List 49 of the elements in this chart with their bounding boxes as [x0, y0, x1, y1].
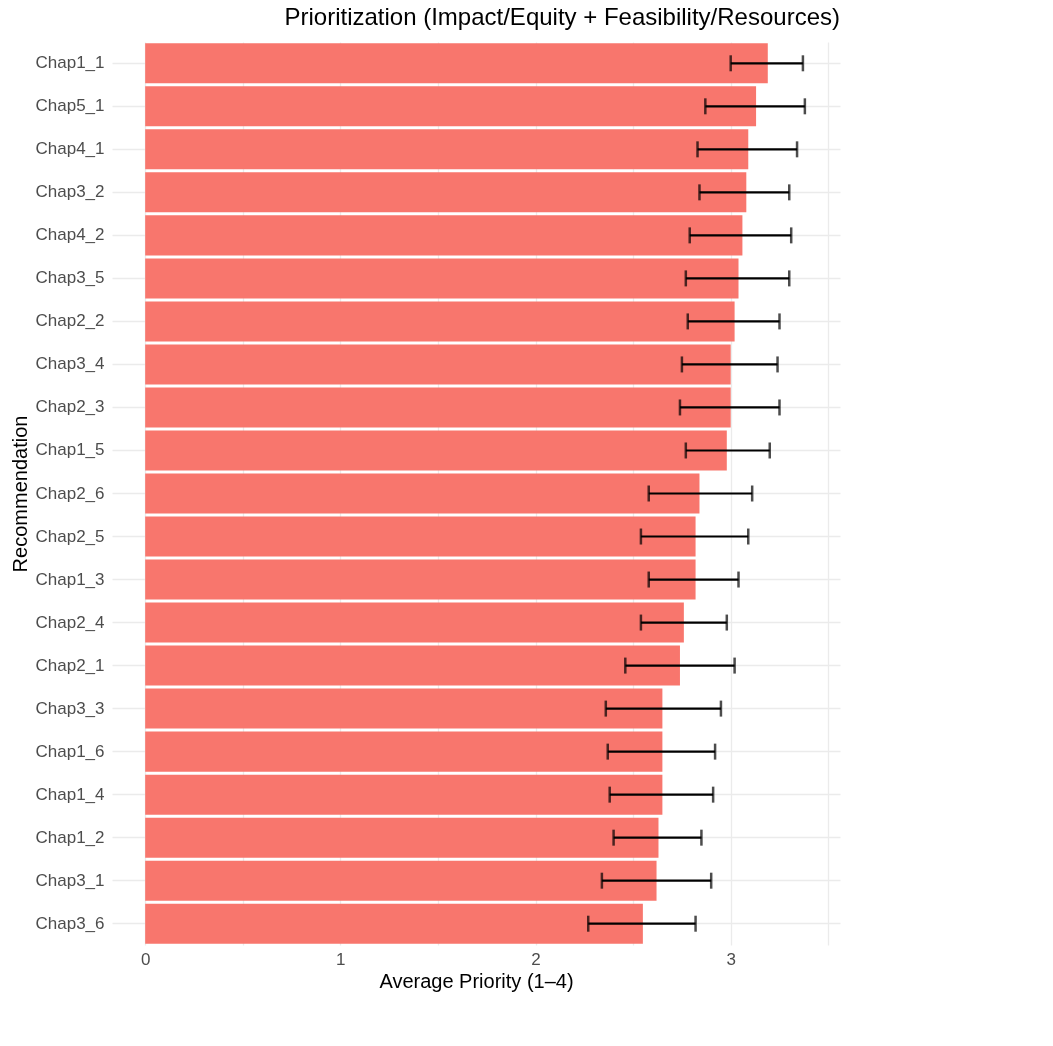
bar	[145, 688, 663, 729]
bar	[145, 301, 735, 342]
bar	[145, 559, 696, 600]
y-tick-label: Chap1_5	[35, 440, 105, 460]
bar	[145, 860, 657, 901]
y-tick-label: Chap1_6	[35, 741, 105, 761]
y-tick-label: Chap3_3	[35, 698, 105, 718]
x-tick-label: 3	[726, 949, 736, 969]
y-tick-label: Chap3_4	[35, 354, 105, 374]
bar	[145, 387, 731, 428]
y-tick-label: Chap3_1	[35, 870, 105, 890]
bar	[145, 129, 749, 170]
bar	[145, 516, 696, 557]
chart-title: Prioritization (Impact/Equity + Feasibility/Resources)	[284, 3, 840, 30]
bar	[145, 172, 747, 213]
bar	[145, 344, 731, 385]
y-tick-label: Chap2_4	[35, 612, 105, 632]
y-axis-title: Recommendation	[9, 415, 32, 573]
y-tick-label: Chap2_5	[35, 526, 105, 546]
y-tick-label: Chap5_1	[35, 96, 105, 116]
y-tick-label: Chap1_4	[35, 784, 105, 804]
bar	[145, 731, 663, 772]
y-tick-label: Chap3_6	[35, 913, 105, 933]
y-tick-label: Chap4_1	[35, 139, 105, 159]
y-tick-label: Chap3_5	[35, 268, 105, 288]
y-tick-label: Chap2_6	[35, 483, 105, 503]
y-tick-label: Chap4_2	[35, 225, 105, 245]
bar	[145, 473, 700, 514]
y-tick-label: Chap2_1	[35, 655, 105, 675]
bar	[145, 645, 680, 686]
bar	[145, 602, 684, 643]
bar	[145, 903, 643, 944]
bar	[145, 817, 659, 858]
bar	[145, 43, 768, 84]
y-tick-label: Chap1_1	[35, 53, 105, 73]
x-axis-title: Average Priority (1–4)	[379, 969, 574, 992]
bar	[145, 86, 757, 127]
x-tick-label: 0	[140, 949, 151, 969]
bar	[145, 430, 727, 471]
x-tick-label: 2	[531, 949, 541, 969]
y-tick-label: Chap1_2	[35, 827, 105, 847]
bar	[145, 258, 739, 299]
y-tick-label: Chap2_2	[35, 311, 105, 331]
y-tick-label: Chap3_2	[35, 182, 105, 202]
y-tick-label: Chap1_3	[35, 569, 105, 589]
y-tick-label: Chap2_3	[35, 397, 105, 417]
bar	[145, 774, 663, 815]
bar	[145, 215, 743, 256]
x-tick-label: 1	[336, 949, 346, 969]
